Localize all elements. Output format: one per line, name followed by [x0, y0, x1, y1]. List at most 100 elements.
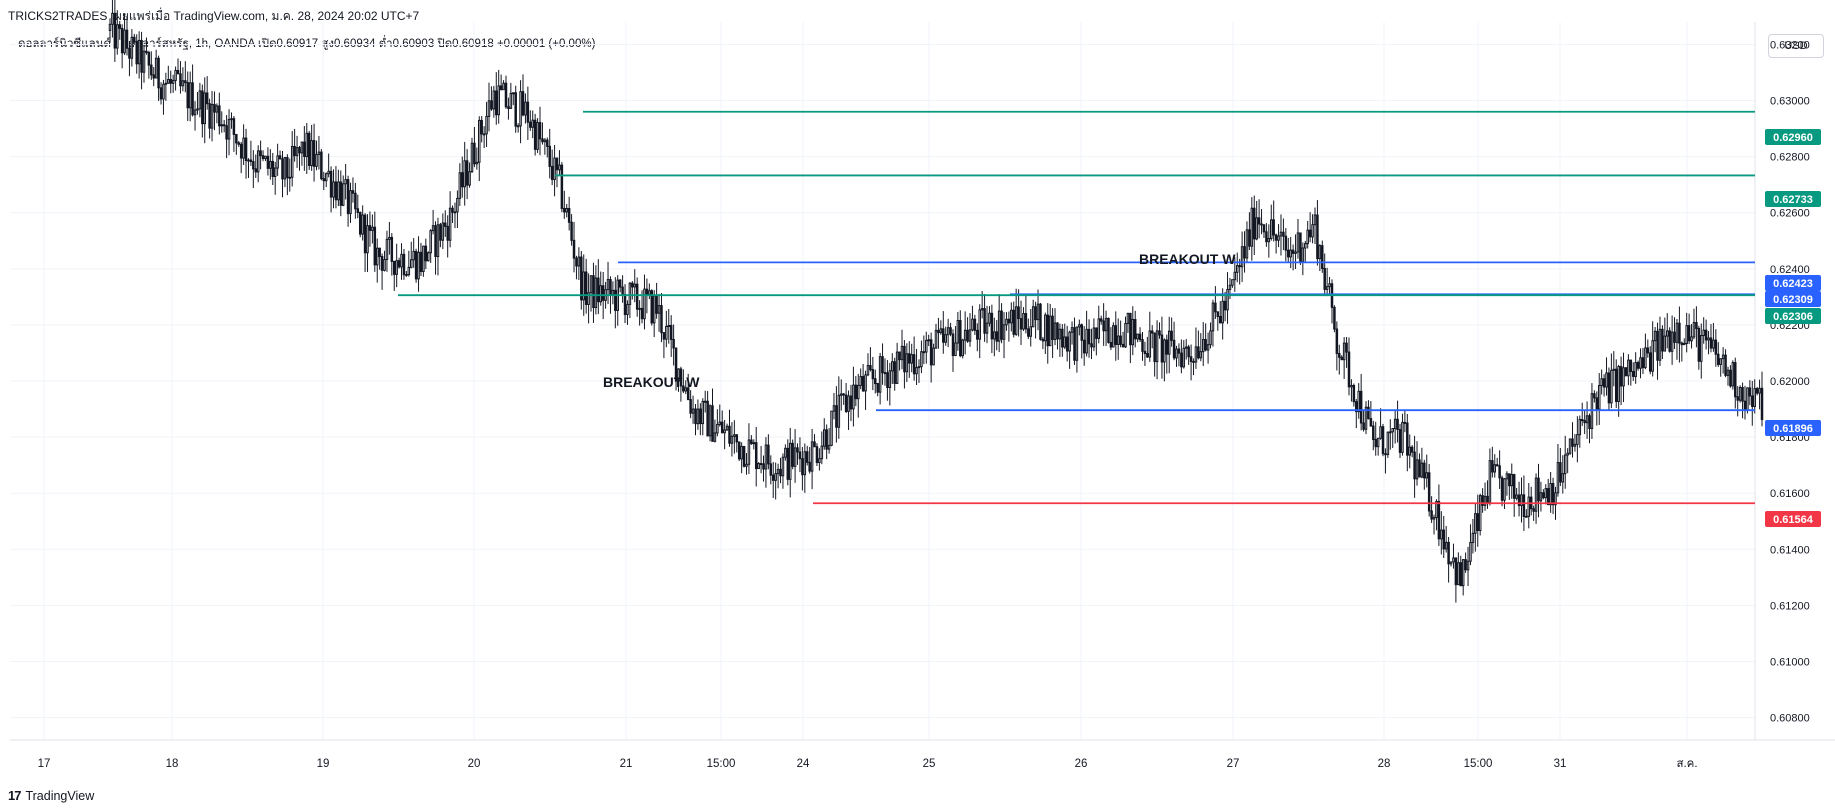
candle-body: [196, 108, 199, 111]
candle-body: [1338, 352, 1341, 358]
candle-body: [689, 399, 692, 414]
candle-body: [1165, 339, 1169, 355]
candle-body: [332, 181, 335, 198]
candle-body: [623, 293, 627, 316]
candle-body: [429, 230, 432, 254]
candle-body: [1182, 347, 1186, 368]
candle-body: [842, 393, 845, 396]
candle-body: [660, 305, 663, 334]
candle-body: [1559, 462, 1562, 483]
candle-body: [538, 122, 542, 140]
candle-body: [1556, 462, 1560, 494]
candle-body: [135, 41, 138, 65]
candle-body: [672, 338, 675, 349]
candle-body: [1374, 438, 1377, 448]
candle-body: [361, 214, 364, 235]
candle-body: [1491, 460, 1494, 473]
candle-body: [830, 410, 833, 446]
candle-body: [1717, 353, 1720, 365]
candle-body: [1534, 477, 1538, 512]
candle-body: [1525, 515, 1528, 518]
candle-body: [1440, 529, 1443, 540]
candle-body: [1143, 350, 1147, 355]
candle-body: [242, 137, 245, 159]
candle-body: [1488, 460, 1492, 504]
candle-body: [1075, 326, 1079, 361]
candle-body: [186, 82, 189, 109]
candle-body: [426, 252, 430, 262]
candle-body: [1512, 474, 1516, 499]
candle-body: [1010, 309, 1013, 324]
candle-body: [120, 27, 124, 54]
candle-body: [380, 256, 384, 271]
candle-body: [1454, 557, 1458, 586]
time-tick-label: 20: [468, 758, 481, 770]
candle-body: [837, 394, 841, 428]
candle-body: [322, 178, 326, 182]
candle-body: [497, 85, 500, 116]
candle-body: [1746, 387, 1749, 411]
candle-body: [1024, 313, 1028, 330]
candle-body: [191, 82, 194, 116]
candle-body: [798, 451, 802, 460]
candle-body: [1398, 429, 1402, 453]
candle-body: [886, 372, 889, 389]
time-tick-label: 31: [1554, 758, 1567, 770]
candle-body: [1571, 438, 1574, 447]
candle-body: [635, 283, 639, 310]
candle-body: [832, 405, 836, 412]
level-price-tag: [1765, 291, 1821, 307]
candle-body: [737, 441, 741, 460]
candle-body: [363, 214, 367, 254]
candle-body: [1216, 311, 1220, 317]
candle-body: [424, 245, 428, 262]
candle-body: [1233, 271, 1237, 281]
candle-body: [1734, 362, 1737, 398]
candle-body: [133, 36, 136, 43]
candle-body: [767, 444, 770, 465]
candle-body: [371, 226, 374, 231]
candle-body: [286, 157, 289, 179]
candle-body: [1194, 346, 1198, 363]
candle-body: [1209, 330, 1212, 346]
candle-body: [1299, 232, 1302, 263]
candle-body: [1124, 323, 1127, 348]
candle-body: [499, 85, 503, 91]
candle-body: [1738, 387, 1742, 401]
candle-body: [684, 387, 688, 392]
candle-body: [1175, 348, 1178, 359]
candle-body: [1678, 322, 1681, 344]
time-tick-label: 26: [1075, 758, 1088, 770]
candle-body: [563, 207, 566, 213]
candle-body: [397, 260, 401, 268]
candle-body: [1673, 331, 1676, 343]
candle-body: [898, 351, 901, 361]
currency-button[interactable]: USD: [1768, 34, 1824, 58]
time-tick-label: ส.ค.: [1676, 758, 1697, 770]
candle-body: [1029, 326, 1033, 337]
time-tick-label: 28: [1378, 758, 1391, 770]
candle-body: [1724, 354, 1727, 376]
candle-body: [1410, 446, 1414, 453]
candle-body: [1031, 306, 1035, 328]
candle-body: [1243, 246, 1246, 259]
candle-body: [218, 105, 221, 127]
candle-body: [1726, 369, 1730, 376]
candle-body: [407, 266, 411, 276]
candle-body: [470, 142, 474, 173]
candle-body: [1211, 302, 1215, 332]
candle-body: [716, 423, 719, 434]
horizontal-levels: [398, 110, 1755, 505]
candle-body: [1471, 532, 1475, 544]
candle-body: [725, 425, 729, 431]
candle-body: [1707, 337, 1710, 341]
candle-body: [883, 372, 887, 375]
candle-body: [730, 435, 734, 444]
candle-body: [609, 279, 612, 296]
candle-body: [903, 345, 906, 373]
candle-body: [667, 324, 671, 327]
candle-body: [157, 57, 160, 89]
candle-body: [691, 408, 695, 414]
candle-body: [524, 101, 527, 116]
